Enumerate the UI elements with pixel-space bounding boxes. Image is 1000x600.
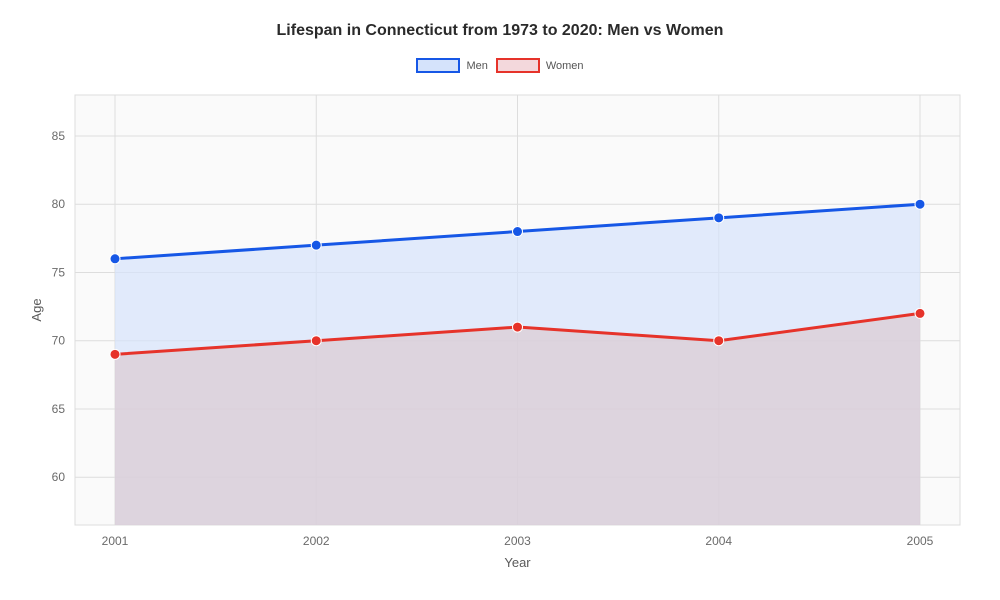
marker-women	[915, 308, 925, 318]
legend-label-women: Women	[546, 60, 584, 72]
x-tick-label: 2002	[303, 534, 330, 548]
y-tick-label: 80	[52, 197, 66, 211]
x-tick-label: 2005	[907, 534, 934, 548]
x-tick-label: 2004	[705, 534, 732, 548]
y-tick-label: 70	[52, 334, 66, 348]
legend-item-women: Women	[496, 58, 584, 73]
y-tick-label: 60	[52, 470, 66, 484]
y-tick-label: 65	[52, 402, 66, 416]
marker-men	[311, 240, 321, 250]
marker-women	[311, 336, 321, 346]
marker-men	[110, 254, 120, 264]
marker-women	[714, 336, 724, 346]
x-tick-label: 2003	[504, 534, 531, 548]
legend-item-men: Men	[416, 58, 487, 73]
marker-men	[714, 213, 724, 223]
legend-swatch-women	[496, 58, 540, 73]
y-tick-label: 75	[52, 265, 66, 279]
legend-swatch-men	[416, 58, 460, 73]
chart-title: Lifespan in Connecticut from 1973 to 202…	[0, 0, 1000, 40]
y-axis-label: Age	[29, 298, 44, 321]
marker-women	[110, 349, 120, 359]
legend: Men Women	[0, 58, 1000, 73]
chart-container: Lifespan in Connecticut from 1973 to 202…	[0, 0, 1000, 600]
marker-men	[915, 199, 925, 209]
y-tick-label: 85	[52, 129, 66, 143]
plot-svg: 60 65 70 75 80 85 2001 2002 2003 2004 2005 Age Year	[29, 87, 970, 571]
marker-men	[513, 227, 523, 237]
x-tick-label: 2001	[102, 534, 129, 548]
legend-label-men: Men	[466, 60, 487, 72]
x-axis-label: Year	[504, 555, 531, 570]
marker-women	[513, 322, 523, 332]
